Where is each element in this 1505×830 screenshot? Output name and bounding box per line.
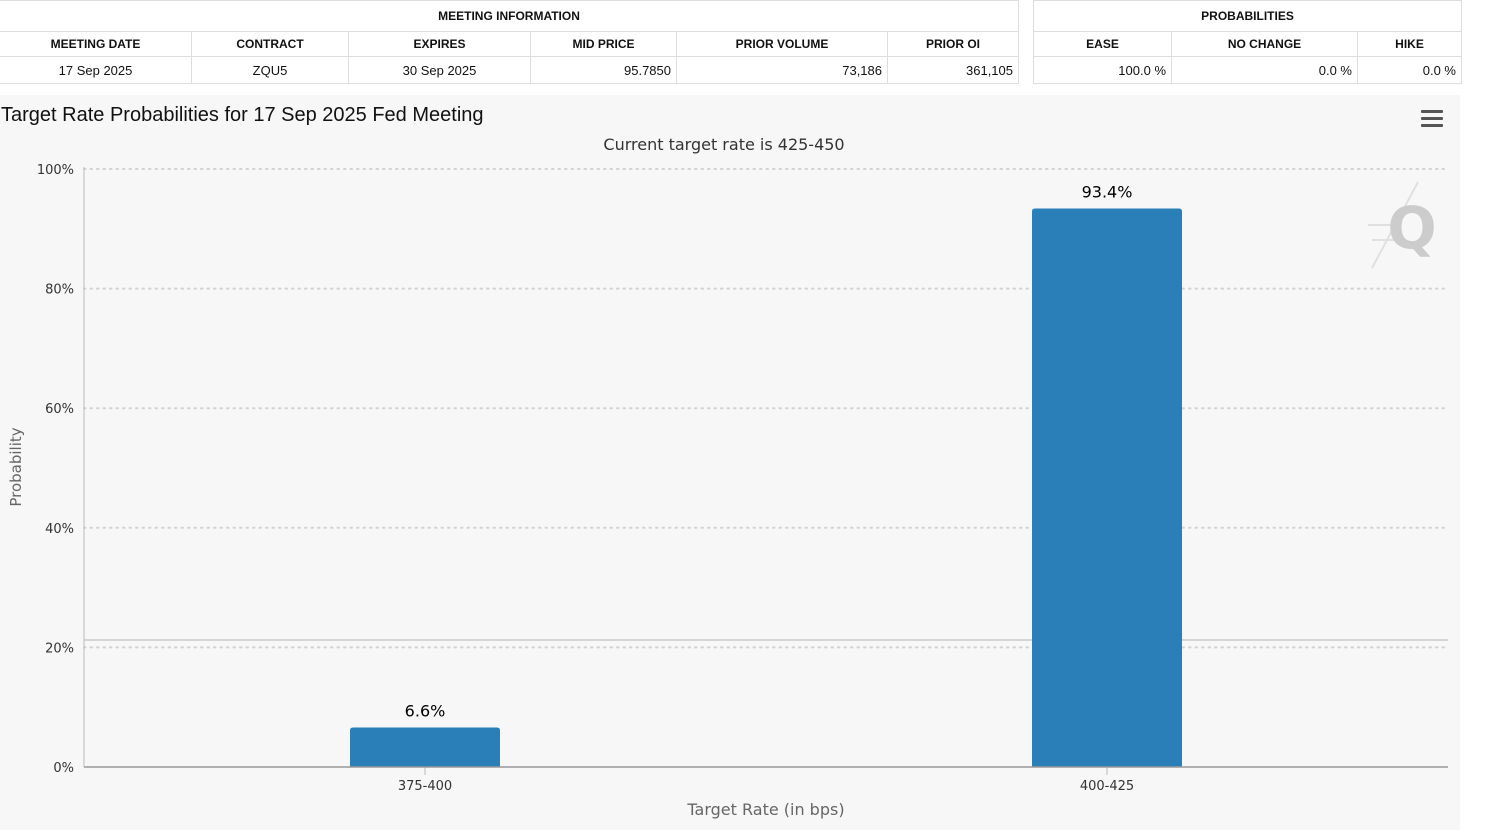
expires-cell: 30 Sep 2025	[348, 56, 531, 84]
y-tick-label: 20%	[45, 641, 74, 656]
col-prior-oi: PRIOR OI	[887, 31, 1019, 57]
chart-title: Target Rate Probabilities for 17 Sep 202…	[1, 104, 484, 126]
col-no-change: NO CHANGE	[1171, 31, 1358, 57]
contract-cell: ZQU5	[191, 56, 349, 84]
x-axis-title: Target Rate (in bps)	[686, 800, 844, 819]
y-tick-label: 100%	[37, 163, 74, 178]
y-axis-title: Probability	[7, 427, 25, 506]
no-change-cell: 0.0 %	[1171, 56, 1358, 84]
chart-panel	[0, 95, 1460, 830]
col-contract: CONTRACT	[191, 31, 349, 57]
hamburger-menu-icon[interactable]	[1421, 110, 1443, 128]
bar[interactable]	[1032, 208, 1182, 767]
probabilities-table: PROBABILITIES EASE NO CHANGE HIKE 100.0 …	[1033, 0, 1462, 84]
bar-data-label: 6.6%	[405, 702, 446, 721]
svg-text:Q: Q	[1387, 194, 1436, 262]
chart-subtitle: Current target rate is 425-450	[603, 135, 844, 154]
table-row: 17 Sep 2025 ZQU5 30 Sep 2025 95.7850 73,…	[0, 56, 1019, 84]
col-ease: EASE	[1033, 31, 1172, 57]
y-tick-label: 40%	[45, 522, 74, 537]
col-mid-price: MID PRICE	[530, 31, 677, 57]
prior-oi-cell: 361,105	[887, 56, 1019, 84]
mid-price-cell: 95.7850	[530, 56, 677, 84]
table-row: 100.0 % 0.0 % 0.0 %	[1033, 56, 1462, 84]
y-tick-label: 60%	[45, 402, 74, 417]
hike-cell: 0.0 %	[1357, 56, 1462, 84]
y-tick-label: 80%	[45, 283, 74, 298]
bar-data-label: 93.4%	[1082, 182, 1133, 201]
probabilities-header: PROBABILITIES	[1033, 0, 1462, 32]
meeting-information-table: MEETING INFORMATION MEETING DATE CONTRAC…	[0, 0, 1019, 84]
x-tick-label: 375-400	[398, 779, 452, 794]
meeting-date-cell: 17 Sep 2025	[0, 56, 192, 84]
col-prior-volume: PRIOR VOLUME	[676, 31, 888, 57]
meeting-information-header: MEETING INFORMATION	[0, 0, 1019, 32]
ease-cell: 100.0 %	[1033, 56, 1172, 84]
q-logo-icon: Q	[1368, 181, 1437, 269]
y-tick-label: 0%	[53, 761, 74, 776]
bar[interactable]	[350, 727, 500, 767]
x-tick-label: 400-425	[1080, 779, 1134, 794]
prior-volume-cell: 73,186	[676, 56, 888, 84]
